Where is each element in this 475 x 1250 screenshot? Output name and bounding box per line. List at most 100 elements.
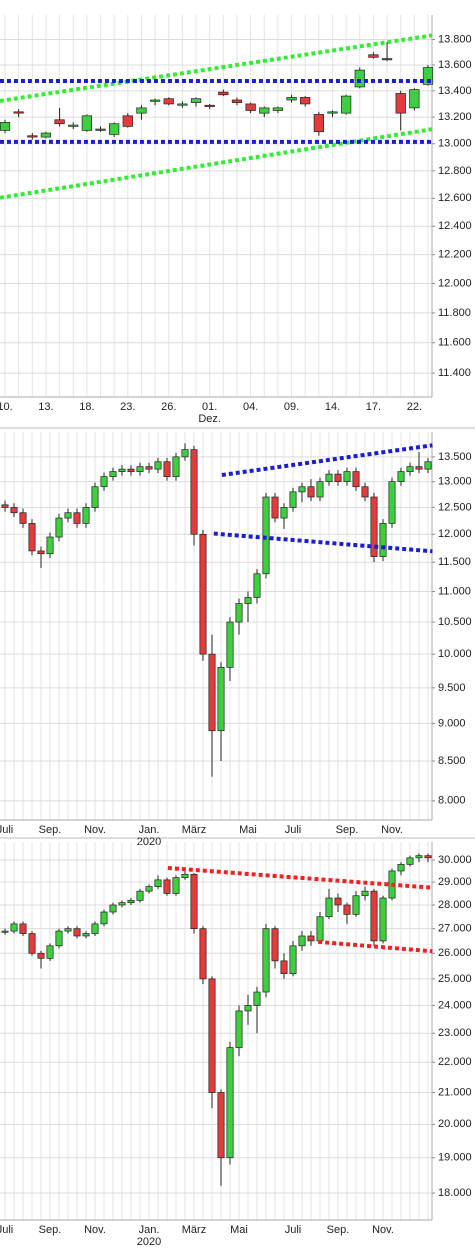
candle-body [280,507,288,519]
candle-body [64,928,72,932]
candle-body [245,103,256,111]
y-tick-label: 13.000 [438,476,472,488]
candle-body [82,507,90,524]
candle-body [422,67,434,85]
candle-body [54,119,65,125]
x-tick-label: 09. [284,401,299,413]
candle-body [55,517,63,538]
candle-body [82,933,90,937]
y-tick-label: 11.800 [438,307,471,319]
x-sublabel: Dez. [198,413,221,425]
x-tick-label: März [182,1224,206,1236]
candle-body [91,923,99,934]
x-tick-label: Nov. [372,1224,394,1236]
x-tick-label: Nov. [381,824,403,836]
candle-body [172,456,180,477]
candle-body [136,107,147,114]
candle-body [118,902,126,906]
candle-body [27,135,38,138]
candle-body [122,115,133,127]
candle-body [37,550,45,555]
y-tick-label: 10.500 [438,616,472,628]
candle-body [343,904,351,915]
candle-body [190,98,202,103]
candle-body [218,91,229,96]
y-tick-label: 13.200 [438,111,472,123]
x-tick-label: Juli [0,824,13,836]
candle-body [354,69,365,88]
x-tick-label: 22. [407,401,422,413]
candle-body [68,124,79,127]
x-tick-label: 17. [366,401,381,413]
candle-body [409,89,420,109]
candle-body [91,486,99,508]
x-tick-label: 04. [243,401,258,413]
trendline [213,531,433,554]
candle-body [424,855,432,859]
candle-body [406,466,414,472]
y-tick-label: 11.600 [438,337,471,349]
candle-body [272,107,284,111]
x-tick-label: 23. [120,401,135,413]
candle-body [298,935,306,947]
candle-body [145,886,153,892]
candle-body [40,132,52,138]
candle-body [262,928,270,993]
candle-body [341,95,352,114]
x-sublabel: 2020 [137,1236,161,1248]
candle-body [127,899,135,904]
candle-body [190,449,198,535]
candle-body [244,1005,252,1012]
y-tick-label: 30.000 [438,854,472,866]
candle-body [361,890,369,897]
candle-body [145,466,153,470]
x-tick-label: Jan. [139,824,160,836]
candle-body [381,58,393,61]
candle-body [10,507,18,514]
y-tick-label: 12.000 [438,528,472,540]
candle-body [352,895,360,915]
candle-body [217,667,225,732]
y-tick-label: 12.800 [438,165,472,177]
y-tick-label: 10.000 [438,648,472,660]
y-tick-label: 13.600 [438,59,472,71]
candle-body [334,897,342,906]
y-tick-label: 20.000 [438,1118,472,1130]
candle-body [204,104,215,107]
candle-body [154,461,162,470]
trendline [0,33,433,103]
candle-body [316,481,324,498]
x-tick-label: März [182,824,206,836]
x-tick-label: Sep. [327,1224,350,1236]
candle-body [0,122,11,131]
candle-body [163,879,171,894]
candle-body [235,1010,243,1048]
candle-body [28,933,36,954]
candle-body [81,115,92,131]
candle-body [325,897,333,918]
candle-body [289,491,297,508]
x-tick-label: Sep. [39,824,62,836]
candle-body [136,890,144,901]
trendline [167,865,433,890]
candle-body [208,978,216,1093]
candle-body [109,123,120,135]
y-tick-label: 12.600 [438,192,472,204]
candle-body [181,873,189,878]
candle-body [226,621,234,668]
candle-body [55,930,63,947]
y-tick-label: 12.000 [438,277,472,289]
candle-body [379,897,387,942]
x-tick-label: 18. [79,401,94,413]
candle-body [300,97,311,105]
candle-body [395,93,406,114]
x-sublabel: 2020 [137,836,161,848]
candle-body [190,873,198,930]
x-tick-label: 14. [325,401,340,413]
candle-body [316,916,324,942]
y-tick-label: 12.500 [438,501,472,513]
candle-body [370,890,378,942]
x-tick-label: Mai [230,1224,248,1236]
candle-body [199,533,207,655]
